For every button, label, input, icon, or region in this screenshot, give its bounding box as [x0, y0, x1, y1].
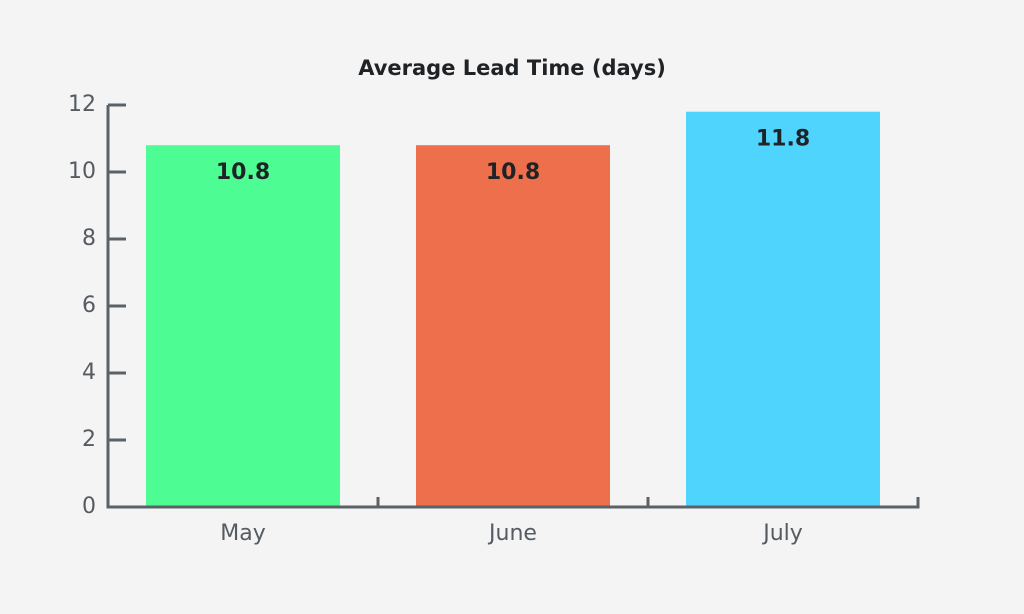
x-tick-label: May [220, 521, 265, 546]
y-tick-label: 6 [82, 293, 96, 318]
value-label: 10.8 [216, 160, 270, 185]
y-tick-label: 0 [82, 494, 96, 519]
value-label: 11.8 [756, 127, 810, 152]
y-tick-label: 2 [82, 427, 96, 452]
bar [416, 145, 610, 507]
y-tick-label: 4 [82, 360, 96, 385]
x-tick-label: July [761, 521, 803, 546]
y-tick-label: 8 [82, 226, 96, 251]
x-tick-label: June [487, 521, 537, 546]
y-tick-label: 10 [68, 159, 96, 184]
value-label: 10.8 [486, 160, 540, 185]
chart-title: Average Lead Time (days) [358, 56, 666, 80]
bar [146, 145, 340, 507]
y-tick-label: 12 [68, 92, 96, 117]
bar [686, 111, 880, 507]
